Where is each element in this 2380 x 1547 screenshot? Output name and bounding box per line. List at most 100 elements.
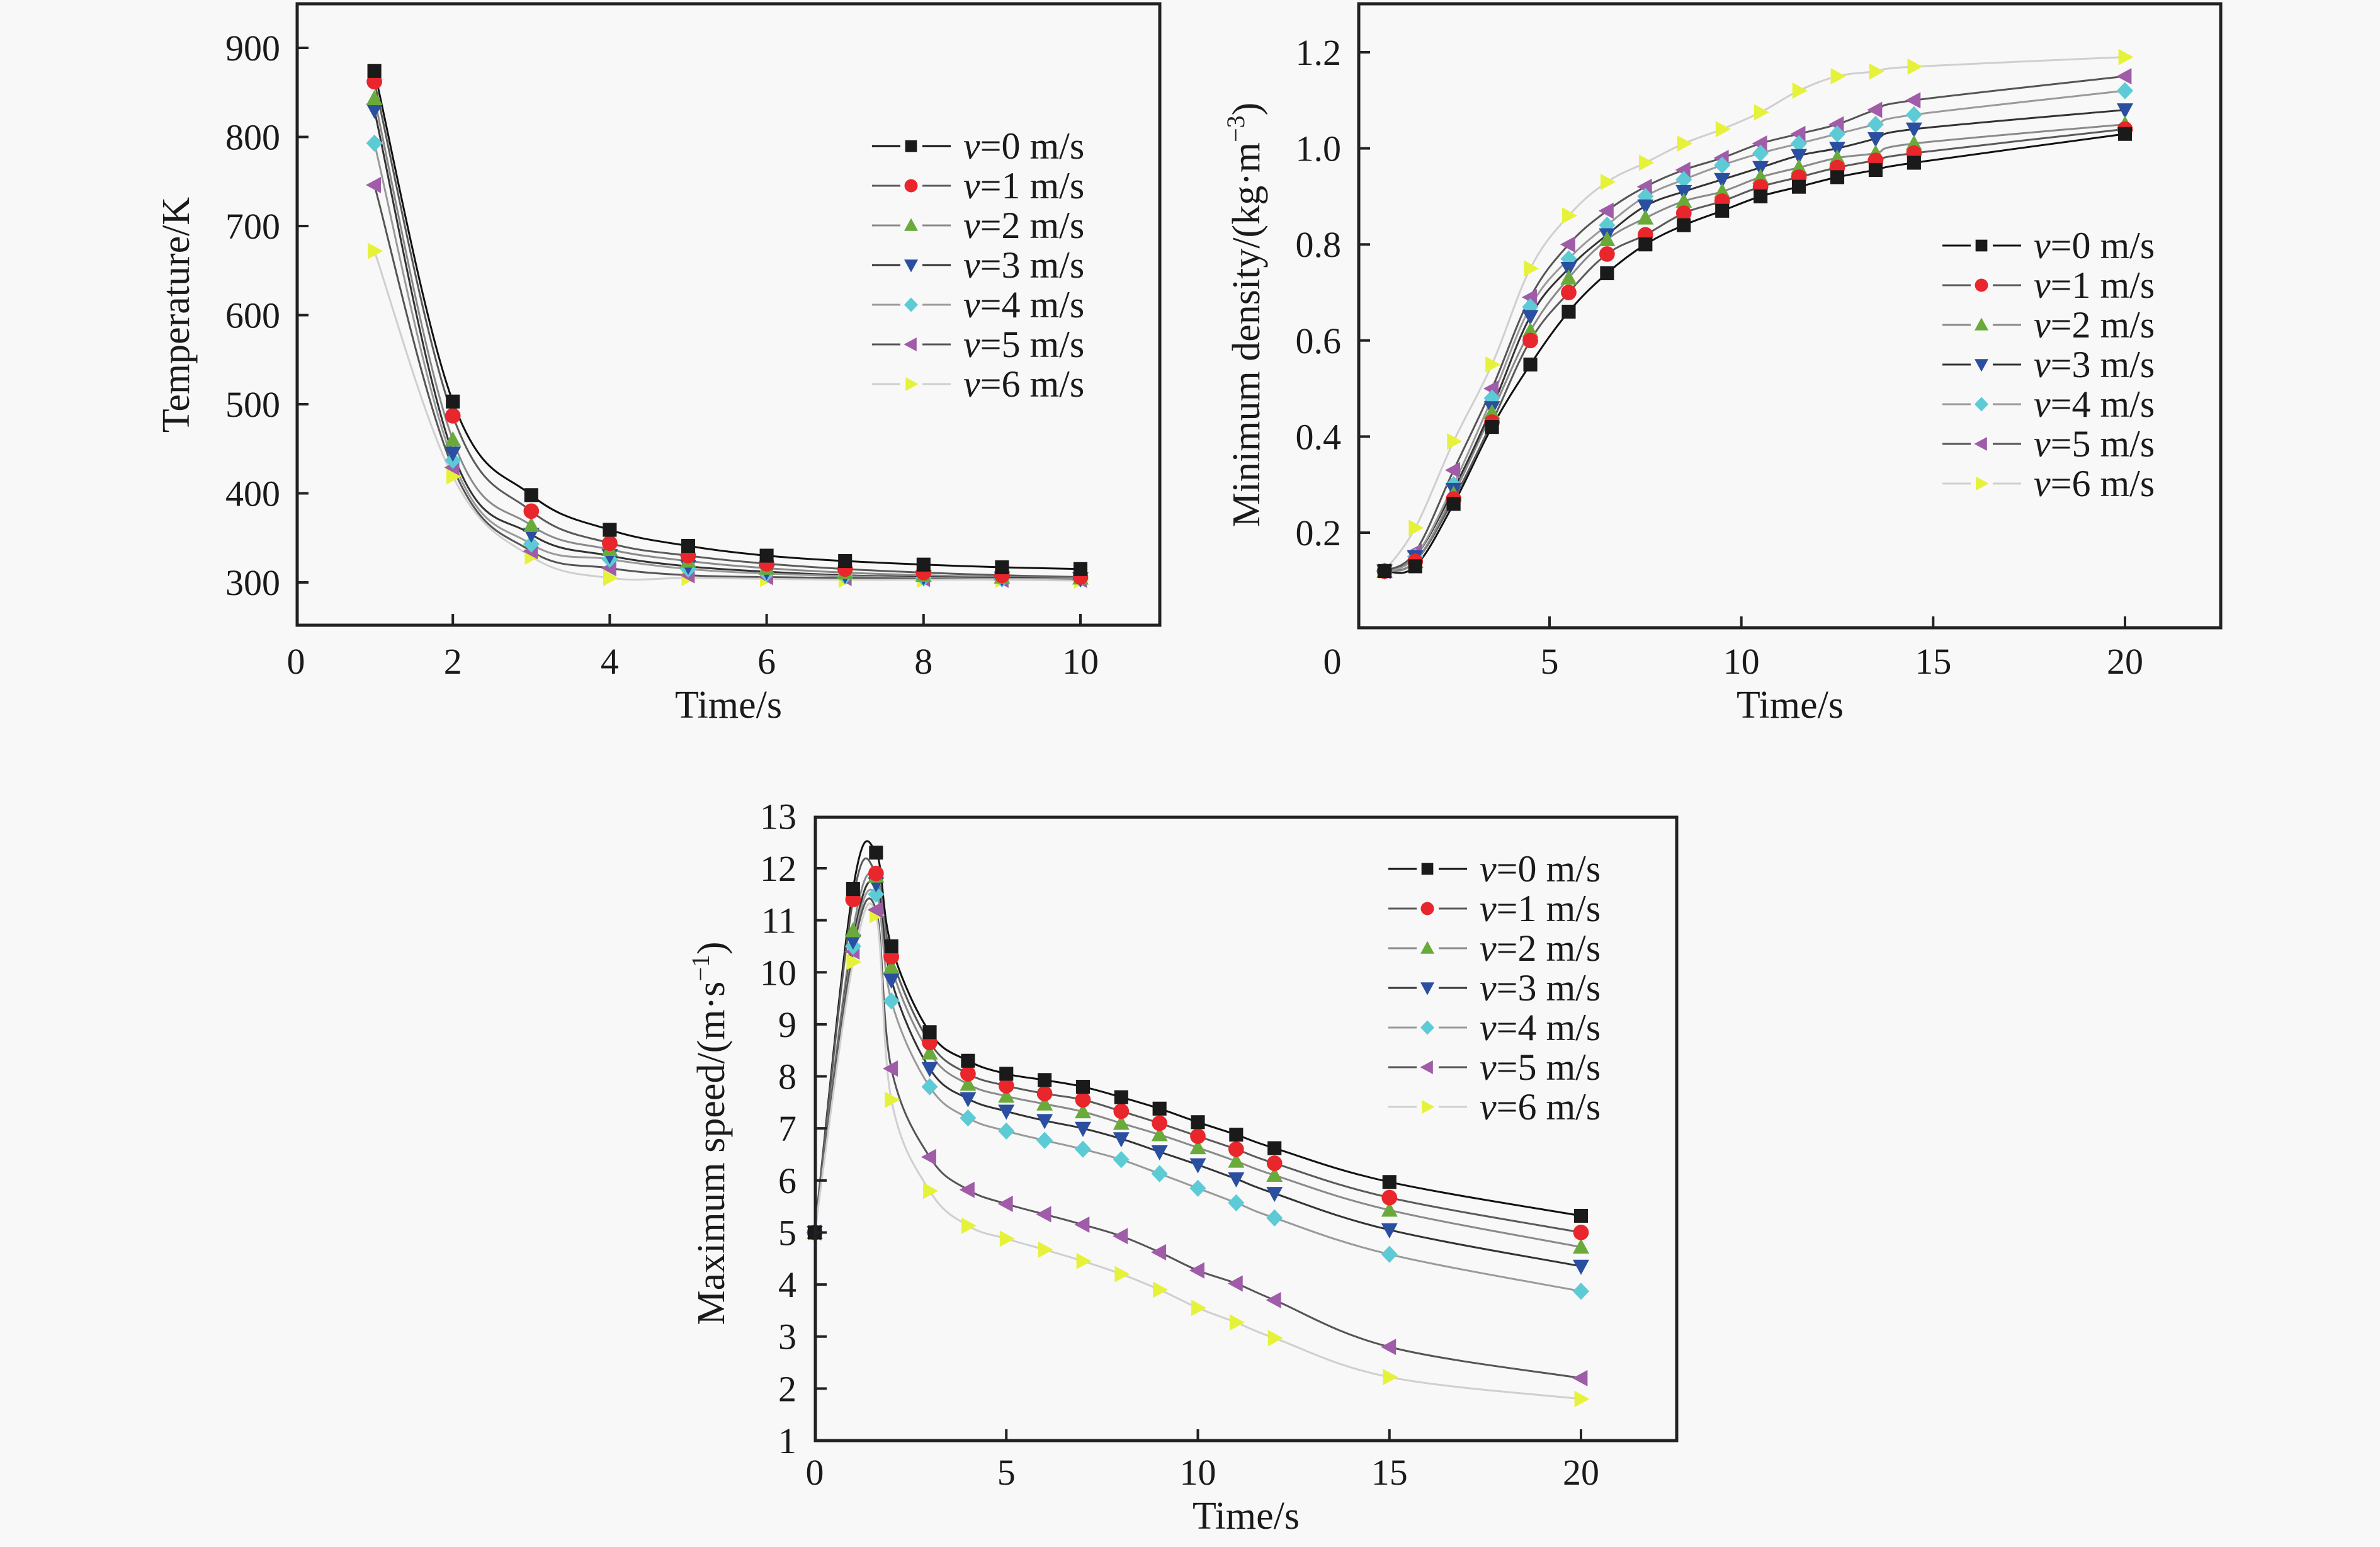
speed-data-point — [867, 902, 883, 919]
density-data-point — [1522, 322, 1539, 337]
temperature-data-point — [366, 103, 383, 119]
density-data-point — [1637, 199, 1654, 215]
density-ticks: 0 5 10 15 20 0.2 0.4 0.6 0.8 1.0 1.2 — [1296, 32, 2144, 682]
temperature-y-tick-label: 300 — [225, 562, 280, 603]
temperature-y-tick-label: 800 — [225, 117, 280, 158]
temperature-legend-label-variable: v — [963, 363, 980, 405]
density-series-markers-0 — [1377, 127, 2133, 579]
temperature-legend-item: v=4 m/s — [872, 284, 1084, 326]
min-density-chart: 0 5 10 15 20 0.2 0.4 0.6 0.8 1.0 1.2 Time/s Minimu… — [1221, 2, 2223, 727]
temperature-chart: 0 2 4 6 8 10 300 400 500 600 700 800 900 Time/s Temp… — [155, 2, 1162, 727]
speed-data-point — [1074, 1140, 1091, 1158]
temperature-legend-label: v=0 m/s — [963, 125, 1084, 167]
density-legend: v=0 m/sv=1 m/sv=2 m/sv=3 m/sv=4 m/sv=5 m… — [1942, 225, 2155, 504]
speed-data-point — [998, 1122, 1015, 1140]
speed-y-tick-label: 12 — [760, 848, 796, 889]
density-data-point — [1714, 183, 1731, 198]
speed-data-point — [923, 1182, 939, 1199]
temperature-x-tick-label: 8 — [914, 641, 932, 682]
speed-legend-label: v=0 m/s — [1480, 848, 1601, 890]
speed-data-point — [1573, 1283, 1589, 1300]
speed-data-point — [1383, 1369, 1398, 1386]
speed-legend-marker-circle-icon — [1420, 902, 1434, 915]
temperature-legend-label-value: =1 m/s — [980, 165, 1085, 207]
speed-data-point — [884, 939, 898, 954]
speed-data-point — [1266, 1291, 1281, 1308]
density-data-point — [2116, 68, 2132, 85]
speed-data-point — [1113, 1228, 1128, 1245]
speed-y-tick-label: 4 — [778, 1264, 796, 1305]
speed-legend-label-variable: v — [1480, 927, 1497, 969]
speed-y-axis-title: Maximum speed/(m·s−1) — [686, 941, 733, 1325]
temperature-data-point — [524, 488, 538, 502]
speed-data-point — [1190, 1128, 1206, 1144]
speed-data-point — [883, 973, 900, 989]
speed-data-point — [1266, 1209, 1283, 1227]
speed-legend-label-value: =3 m/s — [1497, 967, 1601, 1009]
density-data-point — [1868, 162, 1883, 177]
temperature-legend-label-value: =3 m/s — [980, 244, 1085, 286]
density-legend-marker-triangle-right-icon — [1976, 477, 1989, 490]
density-legend-label: v=4 m/s — [2034, 383, 2155, 425]
temperature-legend-marker-triangle-up-icon — [904, 218, 918, 231]
speed-data-point — [1113, 1132, 1130, 1148]
speed-data-point — [961, 1217, 977, 1234]
temperature-y-tick-label: 400 — [225, 473, 280, 514]
temperature-legend-item: v=6 m/s — [872, 363, 1084, 405]
speed-data-point — [960, 1075, 977, 1091]
speed-data-point — [1381, 1201, 1398, 1217]
density-data-point — [1829, 149, 1845, 165]
density-plot-frame — [1357, 2, 2223, 630]
temperature-data-point — [759, 548, 774, 563]
density-data-point — [1752, 168, 1769, 184]
speed-data-point — [1114, 1090, 1128, 1104]
temperature-legend-label-variable: v — [963, 244, 980, 286]
density-data-point — [1905, 122, 1922, 138]
density-y-tick-label: 1.0 — [1296, 128, 1342, 169]
density-legend-label-variable: v — [2034, 463, 2051, 504]
density-legend-label-value: =2 m/s — [2051, 304, 2155, 346]
temperature-legend-item: v=0 m/s — [872, 125, 1084, 167]
density-data-point — [1485, 420, 1499, 434]
density-data-point — [2117, 82, 2133, 99]
density-legend-label: v=5 m/s — [2034, 423, 2155, 465]
speed-data-point — [960, 1066, 976, 1082]
temperature-data-point — [523, 503, 540, 519]
speed-data-point — [921, 1148, 936, 1165]
density-data-point — [1905, 106, 1922, 123]
density-data-point — [1638, 237, 1653, 252]
temperature-legend-marker-square-icon — [905, 140, 917, 152]
temperature-data-point — [445, 446, 462, 462]
speed-x-tick-label: 15 — [1371, 1452, 1408, 1493]
density-legend-marker-triangle-left-icon — [1974, 437, 1987, 451]
density-data-point — [1752, 144, 1769, 162]
speed-data-point — [885, 1091, 900, 1108]
speed-legend-marker-triangle-up-icon — [1420, 941, 1434, 954]
speed-legend-item: v=6 m/s — [1388, 1086, 1601, 1128]
speed-data-point — [1266, 1187, 1283, 1203]
density-legend-label-variable: v — [2034, 423, 2051, 465]
speed-series-markers-6 — [808, 907, 1590, 1407]
speed-data-point — [1573, 1259, 1589, 1275]
speed-data-point — [1114, 1266, 1130, 1283]
speed-legend-label: v=5 m/s — [1480, 1046, 1601, 1088]
speed-data-point — [1382, 1175, 1397, 1189]
density-data-point — [1445, 462, 1461, 479]
speed-data-point — [1228, 1152, 1245, 1168]
density-legend-item: v=0 m/s — [1942, 225, 2155, 266]
speed-data-point — [961, 1053, 975, 1068]
density-y-axis-title: Minimum density/(kg·m−3) — [1221, 103, 1268, 528]
density-data-point — [1599, 217, 1616, 234]
temperature-data-point — [838, 553, 853, 569]
temperature-data-point — [367, 64, 382, 78]
temperature-legend-marker-triangle-right-icon — [905, 377, 919, 391]
density-data-point — [1792, 82, 1808, 99]
temperature-legend-label-value: =4 m/s — [980, 284, 1085, 326]
speed-legend-marker-triangle-right-icon — [1422, 1100, 1435, 1114]
temperature-y-axis-title: Temperature/K — [155, 197, 198, 433]
temperature-data-point — [603, 523, 617, 537]
density-data-point — [1601, 174, 1616, 191]
density-data-point — [1792, 179, 1806, 194]
